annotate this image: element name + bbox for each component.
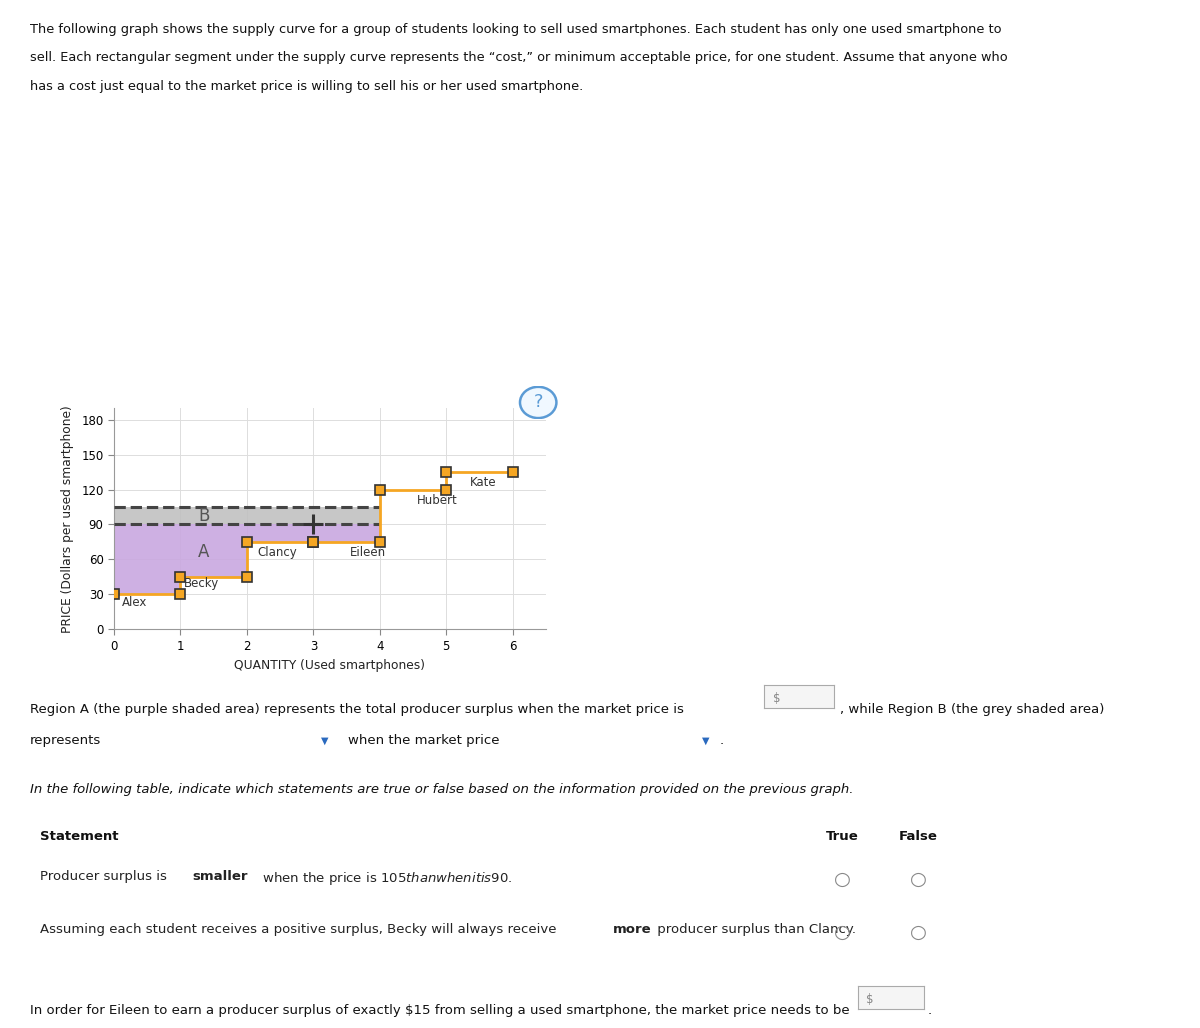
Text: $: $	[866, 993, 874, 1006]
Text: , while Region B (the grey shaded area): , while Region B (the grey shaded area)	[840, 703, 1104, 717]
Text: ○: ○	[910, 923, 926, 942]
Text: .: .	[928, 1004, 931, 1018]
Bar	[114, 507, 380, 524]
Bar	[247, 524, 313, 542]
Text: ○: ○	[834, 923, 851, 942]
Text: Becky: Becky	[184, 578, 220, 590]
Bar	[180, 524, 247, 577]
Text: The following graph shows the supply curve for a group of students looking to se: The following graph shows the supply cur…	[30, 23, 1002, 36]
Text: True: True	[826, 830, 859, 843]
Text: Producer surplus is: Producer surplus is	[40, 870, 170, 883]
X-axis label: QUANTITY (Used smartphones): QUANTITY (Used smartphones)	[234, 660, 426, 672]
Text: False: False	[899, 830, 937, 843]
Text: Assuming each student receives a positive surplus, Becky will always receive: Assuming each student receives a positiv…	[40, 923, 560, 937]
Text: Region A (the purple shaded area) represents the total producer surplus when the: Region A (the purple shaded area) repres…	[30, 703, 688, 717]
Text: Clancy: Clancy	[257, 546, 296, 559]
Text: $: $	[773, 692, 780, 705]
Text: Hubert: Hubert	[416, 493, 457, 507]
Text: In order for Eileen to earn a producer surplus of exactly $15 from selling a use: In order for Eileen to earn a producer s…	[30, 1004, 854, 1018]
Bar	[114, 524, 180, 594]
Text: Kate: Kate	[469, 476, 496, 489]
Text: A: A	[198, 544, 210, 561]
Text: ○: ○	[910, 870, 926, 888]
Bar	[313, 524, 380, 542]
Text: In the following table, indicate which statements are true or false based on the: In the following table, indicate which s…	[30, 783, 853, 797]
Text: ▼: ▼	[322, 736, 329, 746]
Text: .: .	[720, 734, 724, 747]
Text: ▼: ▼	[702, 736, 709, 746]
Text: has a cost just equal to the market price is willing to sell his or her used sma: has a cost just equal to the market pric…	[30, 80, 583, 94]
Text: sell. Each rectangular segment under the supply curve represents the “cost,” or : sell. Each rectangular segment under the…	[30, 51, 1008, 65]
Text: Alex: Alex	[122, 596, 148, 609]
Text: ○: ○	[834, 870, 851, 888]
Text: Eileen: Eileen	[350, 546, 386, 559]
Text: producer surplus than Clancy.: producer surplus than Clancy.	[653, 923, 856, 937]
Text: when the price is $105 than when it is $90.: when the price is $105 than when it is $…	[258, 870, 512, 887]
Y-axis label: PRICE (Dollars per used smartphone): PRICE (Dollars per used smartphone)	[61, 405, 74, 632]
Text: represents: represents	[30, 734, 101, 747]
Text: B: B	[198, 507, 210, 525]
Text: smaller: smaller	[192, 870, 247, 883]
Text: when the market price: when the market price	[348, 734, 499, 747]
Circle shape	[520, 387, 557, 418]
Text: Statement: Statement	[40, 830, 118, 843]
Text: ?: ?	[534, 394, 542, 411]
Text: more: more	[613, 923, 652, 937]
